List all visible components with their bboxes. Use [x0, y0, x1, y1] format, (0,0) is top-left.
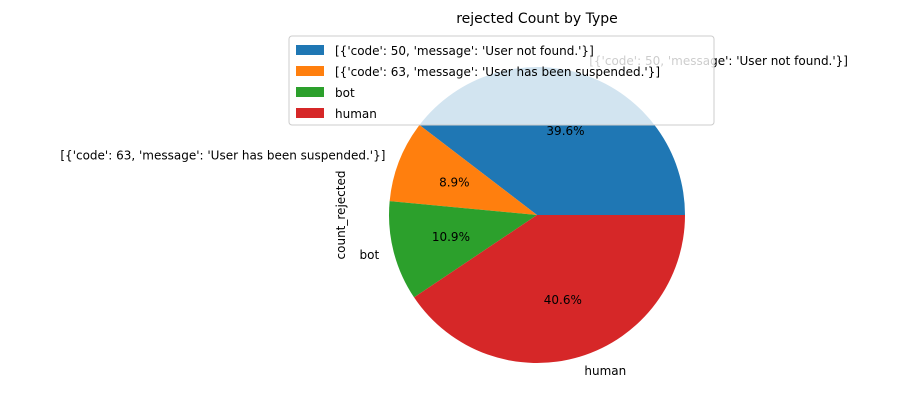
legend-swatch-3	[296, 108, 324, 118]
percent-label-2: 10.9%	[432, 230, 470, 244]
pie-slice-1	[389, 125, 537, 215]
pie-slice-2	[389, 201, 537, 298]
legend-swatch-2	[296, 87, 324, 97]
legend-label-0: [{'code': 50, 'message': 'User not found…	[335, 44, 594, 58]
legend-label-3: human	[335, 107, 377, 121]
slice-label-2: bot	[360, 248, 380, 262]
y-axis-label: count_rejected	[334, 171, 348, 260]
pie-slice-3	[414, 215, 685, 363]
percent-label-1: 8.9%	[439, 176, 470, 190]
slice-label-3: human	[584, 364, 626, 378]
legend: [{'code': 50, 'message': 'User not found…	[288, 35, 715, 126]
legend-label-2: bot	[335, 86, 355, 100]
legend-swatch-1	[296, 66, 324, 76]
legend-swatch-0	[296, 45, 324, 55]
percent-label-3: 40.6%	[544, 293, 582, 307]
legend-box	[288, 35, 715, 126]
percent-label-0: 39.6%	[546, 124, 584, 138]
percent-labels: 39.6% 8.9% 10.9% 40.6%	[432, 124, 585, 307]
slice-label-1: [{'code': 63, 'message': 'User has been …	[60, 149, 385, 163]
chart-title: rejected Count by Type	[456, 11, 618, 27]
legend-label-1: [{'code': 63, 'message': 'User has been …	[335, 65, 660, 79]
